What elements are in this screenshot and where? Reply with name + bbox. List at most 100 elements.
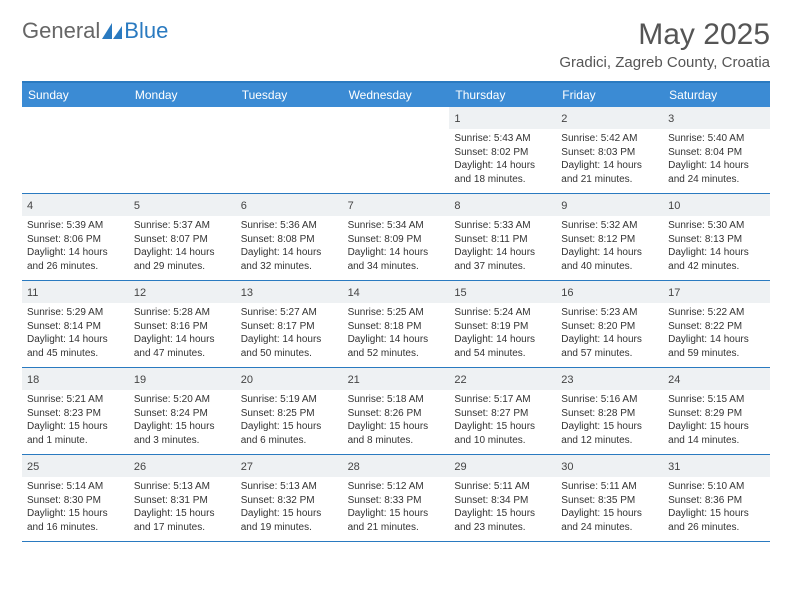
- sunrise-line: Sunrise: 5:15 AM: [668, 393, 765, 407]
- weekday-header: Wednesday: [343, 83, 450, 107]
- sunset-line: Sunset: 8:26 PM: [348, 407, 445, 421]
- calendar-week: 4 Sunrise: 5:39 AMSunset: 8:06 PM Daylight…: [22, 194, 770, 281]
- sunset-line: Sunset: 8:14 PM: [27, 320, 124, 334]
- calendar-day: 31Sunrise: 5:10 AMSunset: 8:36 PMDayligh…: [663, 455, 770, 541]
- sunset-line: Sunset: 8:04 PM: [668, 146, 765, 160]
- daylight-line: Daylight: 15 hours and 1 minute.: [27, 420, 124, 447]
- brand-part2: Blue: [124, 18, 168, 44]
- day-number: 20: [241, 374, 253, 386]
- day-number: 14: [348, 287, 360, 299]
- calendar-day: [343, 107, 450, 193]
- day-number-bar: 25: [22, 455, 129, 477]
- location-subtitle: Gradici, Zagreb County, Croatia: [559, 54, 770, 71]
- sunset-line: Sunset: 8:31 PM: [134, 494, 231, 508]
- daylight-line: Daylight: 14 hours and 42 minutes.: [668, 246, 765, 273]
- sunset-line: Sunset: 8:23 PM: [27, 407, 124, 421]
- sunrise-line: Sunrise: 5:30 AM: [668, 219, 765, 233]
- weekday-header: Friday: [556, 83, 663, 107]
- day-number: 8: [454, 200, 460, 212]
- sunset-line: Sunset: 8:17 PM: [241, 320, 338, 334]
- sunset-line: Sunset: 8:25 PM: [241, 407, 338, 421]
- sunset-line: Sunset: 8:33 PM: [348, 494, 445, 508]
- day-number-bar: 29: [449, 455, 556, 477]
- weekday-header: Sunday: [22, 83, 129, 107]
- day-number: 15: [454, 287, 466, 299]
- calendar-day: [22, 107, 129, 193]
- day-number-bar: 3: [663, 107, 770, 129]
- calendar-body: 1Sunrise: 5:43 AMSunset: 8:02 PMDaylight…: [22, 107, 770, 542]
- day-number-bar: 11: [22, 281, 129, 303]
- day-number: 11: [27, 287, 38, 299]
- calendar-day: 26Sunrise: 5:13 AMSunset: 8:31 PMDayligh…: [129, 455, 236, 541]
- sunset-line: Sunset: 8:03 PM: [561, 146, 658, 160]
- day-number: 22: [454, 374, 466, 386]
- day-number: 21: [348, 374, 360, 386]
- day-number: 4: [27, 200, 33, 212]
- calendar-day: 1Sunrise: 5:43 AMSunset: 8:02 PMDaylight…: [449, 107, 556, 193]
- daylight-line: Daylight: 15 hours and 8 minutes.: [348, 420, 445, 447]
- sunrise-line: Sunrise: 5:13 AM: [134, 480, 231, 494]
- day-number: 12: [134, 287, 146, 299]
- calendar-day: 17Sunrise: 5:22 AMSunset: 8:22 PMDayligh…: [663, 281, 770, 367]
- sunset-line: Sunset: 8:11 PM: [454, 233, 551, 247]
- calendar-week: 11Sunrise: 5:29 AMSunset: 8:14 PMDayligh…: [22, 281, 770, 368]
- sunrise-line: Sunrise: 5:43 AM: [454, 132, 551, 146]
- sunrise-line: Sunrise: 5:39 AM: [27, 219, 124, 233]
- calendar-day: 18 Sunrise: 5:21 AMSunset: 8:23 PMDayligh…: [22, 368, 129, 454]
- daylight-line: Daylight: 15 hours and 16 minutes.: [27, 507, 124, 534]
- calendar-day: 29Sunrise: 5:11 AMSunset: 8:34 PMDayligh…: [449, 455, 556, 541]
- daylight-line: Daylight: 14 hours and 40 minutes.: [561, 246, 658, 273]
- brand-part1: General: [22, 18, 100, 44]
- sunrise-line: Sunrise: 5:11 AM: [561, 480, 658, 494]
- calendar-day: 8Sunrise: 5:33 AMSunset: 8:11 PMDaylight…: [449, 194, 556, 280]
- day-number-bar: 14: [343, 281, 450, 303]
- day-number: 29: [454, 461, 466, 473]
- day-number: 31: [668, 461, 680, 473]
- sunset-line: Sunset: 8:35 PM: [561, 494, 658, 508]
- sunset-line: Sunset: 8:06 PM: [27, 233, 124, 247]
- sunset-line: Sunset: 8:24 PM: [134, 407, 231, 421]
- sunrise-line: Sunrise: 5:37 AM: [134, 219, 231, 233]
- calendar-day: 25 Sunrise: 5:14 AMSunset: 8:30 PMDayligh…: [22, 455, 129, 541]
- sunrise-line: Sunrise: 5:32 AM: [561, 219, 658, 233]
- sunset-line: Sunset: 8:12 PM: [561, 233, 658, 247]
- sunset-line: Sunset: 8:08 PM: [241, 233, 338, 247]
- daylight-line: Daylight: 14 hours and 47 minutes.: [134, 333, 231, 360]
- calendar-day: 15Sunrise: 5:24 AMSunset: 8:19 PMDayligh…: [449, 281, 556, 367]
- daylight-line: Daylight: 14 hours and 24 minutes.: [668, 159, 765, 186]
- sunrise-line: Sunrise: 5:34 AM: [348, 219, 445, 233]
- daylight-line: Daylight: 14 hours and 34 minutes.: [348, 246, 445, 273]
- weekday-header: Thursday: [449, 83, 556, 107]
- sunrise-line: Sunrise: 5:42 AM: [561, 132, 658, 146]
- sunset-line: Sunset: 8:36 PM: [668, 494, 765, 508]
- sunset-line: Sunset: 8:22 PM: [668, 320, 765, 334]
- calendar-week: 25Sunrise: 5:14 AMSunset: 8:30 PMDayligh…: [22, 455, 770, 542]
- header: General Blue May 2025 Gradici, Zagreb Co…: [22, 18, 770, 71]
- calendar-day: 20Sunrise: 5:19 AMSunset: 8:25 PMDayligh…: [236, 368, 343, 454]
- sunset-line: Sunset: 8:34 PM: [454, 494, 551, 508]
- day-number: 19: [134, 374, 146, 386]
- weekday-header: Tuesday: [236, 83, 343, 107]
- daylight-line: Daylight: 14 hours and 54 minutes.: [454, 333, 551, 360]
- calendar-day: 2Sunrise: 5:42 AMSunset: 8:03 PMDaylight…: [556, 107, 663, 193]
- daylight-line: Daylight: 15 hours and 12 minutes.: [561, 420, 658, 447]
- day-number-bar: 12: [129, 281, 236, 303]
- sunset-line: Sunset: 8:27 PM: [454, 407, 551, 421]
- sunset-line: Sunset: 8:30 PM: [27, 494, 124, 508]
- day-number: 23: [561, 374, 573, 386]
- sunrise-line: Sunrise: 5:33 AM: [454, 219, 551, 233]
- calendar-day: 16Sunrise: 5:23 AMSunset: 8:20 PMDayligh…: [556, 281, 663, 367]
- sunrise-line: Sunrise: 5:11 AM: [454, 480, 551, 494]
- brand-sail-icon: [102, 23, 122, 39]
- day-number: 18: [27, 374, 39, 386]
- sunrise-line: Sunrise: 5:14 AM: [27, 480, 124, 494]
- daylight-line: Daylight: 15 hours and 19 minutes.: [241, 507, 338, 534]
- sunset-line: Sunset: 8:02 PM: [454, 146, 551, 160]
- calendar-week: 18Sunrise: 5:21 AMSunset: 8:23 PMDayligh…: [22, 368, 770, 455]
- calendar-day: 27Sunrise: 5:13 AMSunset: 8:32 PMDayligh…: [236, 455, 343, 541]
- daylight-line: Daylight: 15 hours and 17 minutes.: [134, 507, 231, 534]
- daylight-line: Daylight: 15 hours and 21 minutes.: [348, 507, 445, 534]
- sunrise-line: Sunrise: 5:21 AM: [27, 393, 124, 407]
- daylight-line: Daylight: 14 hours and 50 minutes.: [241, 333, 338, 360]
- day-number-bar: 13: [236, 281, 343, 303]
